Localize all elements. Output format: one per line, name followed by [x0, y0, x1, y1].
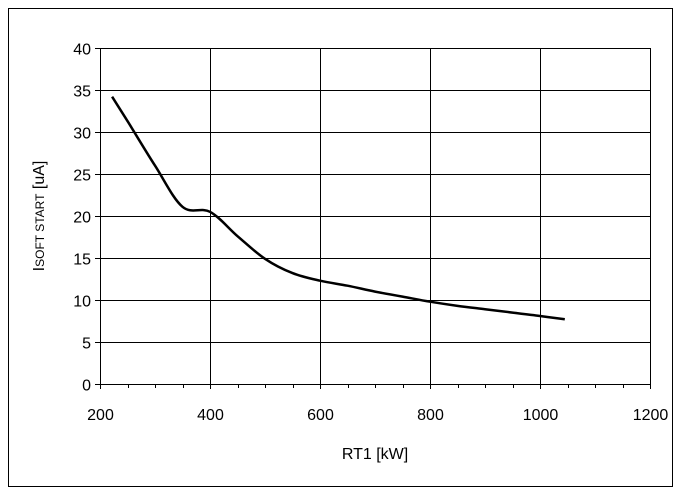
y-tick-label: 0 [82, 378, 91, 395]
series-line [111, 96, 565, 321]
y-tick-label: 20 [73, 210, 91, 227]
y-tick-label: 35 [73, 84, 91, 101]
x-tick-label: 1000 [523, 407, 559, 424]
y-axis-title-main: I [31, 267, 48, 271]
x-tick-label: 800 [417, 407, 444, 424]
y-tick-label: 30 [73, 126, 91, 143]
x-tick-label: 200 [87, 407, 114, 424]
y-tick-label: 40 [73, 42, 91, 59]
y-tick-label: 15 [73, 252, 91, 269]
chart-border [8, 8, 673, 487]
x-tick-label: 400 [197, 407, 224, 424]
y-tick-label: 10 [73, 294, 91, 311]
y-axis-title: ISOFT START [uA] [31, 161, 48, 272]
tick-labels: 0 5 10 15 20 25 30 35 40 200 400 600 800 1000 1200 [73, 42, 668, 425]
x-tick-label: 1200 [633, 407, 669, 424]
grid-lines [100, 48, 651, 384]
y-axis-title-sub: SOFT START [33, 193, 47, 267]
x-axis-title: RT1 [kW] [342, 446, 408, 463]
y-tick-label: 25 [73, 168, 91, 185]
series-layer [111, 96, 565, 321]
y-tick-label: 5 [82, 336, 91, 353]
y-axis-title-unit: [uA] [31, 161, 48, 194]
x-tick-label: 600 [307, 407, 334, 424]
axes [95, 48, 651, 389]
